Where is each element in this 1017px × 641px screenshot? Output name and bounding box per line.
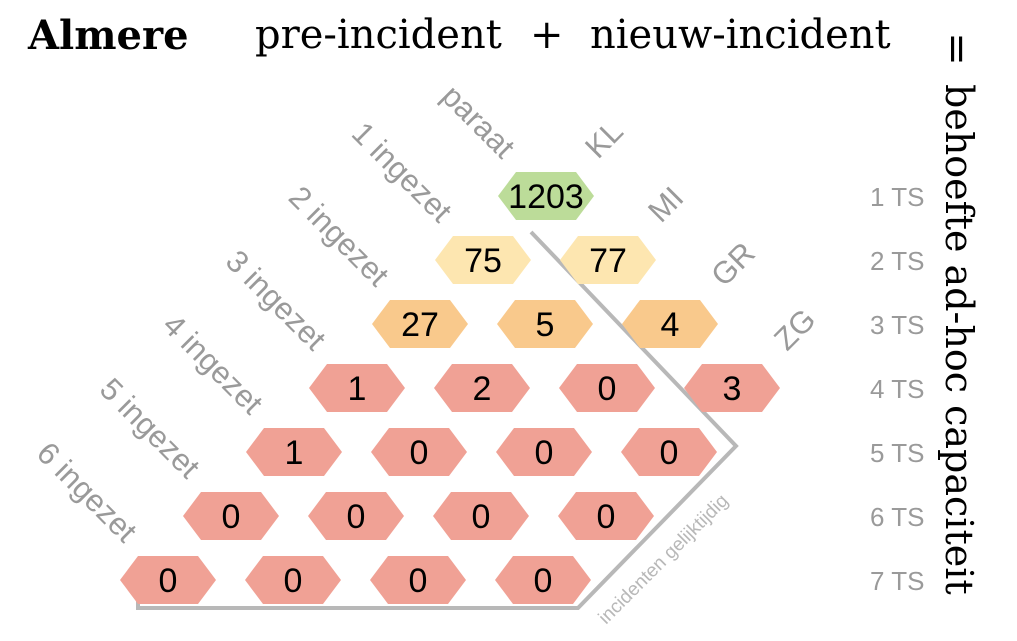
capacity-cell: 0	[559, 364, 655, 412]
capacity-cell: 0	[183, 492, 279, 540]
state-label: 3 ingezet	[219, 243, 333, 357]
cell-hexagon	[434, 364, 530, 412]
cell-hexagon	[372, 300, 468, 348]
cell-value: 0	[660, 434, 679, 472]
cell-value: 0	[347, 498, 366, 536]
state-label: paraat	[435, 78, 522, 165]
capacity-cell: 0	[245, 556, 341, 604]
capacity-cell: 1	[309, 364, 405, 412]
ts-label: 1 TS	[870, 182, 924, 212]
category-label: KL	[578, 113, 630, 165]
ts-label: 5 TS	[870, 438, 924, 468]
capacity-cell: 0	[496, 428, 592, 476]
cell-hexagon	[309, 364, 405, 412]
cell-value: 0	[535, 434, 554, 472]
cell-hexagon	[559, 364, 655, 412]
cell-value: 0	[159, 562, 178, 600]
capacity-cell: 77	[560, 236, 656, 284]
capacity-cell: 0	[308, 492, 404, 540]
cell-value: 1203	[508, 178, 584, 216]
capacity-cell: 75	[435, 236, 531, 284]
cell-hexagon	[308, 492, 404, 540]
city-title: Almere	[28, 12, 189, 59]
capacity-cell: 1203	[498, 172, 594, 220]
cell-hexagon	[497, 300, 593, 348]
cell-hexagon	[560, 236, 656, 284]
capacity-cell: 4	[622, 300, 718, 348]
state-label: 2 ingezet	[282, 179, 396, 293]
cell-value: 0	[597, 498, 616, 536]
capacity-cell: 0	[371, 428, 467, 476]
cell-value: 77	[589, 242, 627, 280]
cell-hexagon	[245, 556, 341, 604]
cell-hexagon	[120, 556, 216, 604]
cell-value: 4	[661, 306, 680, 344]
cell-value: 1	[285, 434, 304, 472]
cell-hexagon	[622, 300, 718, 348]
cell-value: 3	[723, 370, 742, 408]
capacity-cell: 0	[621, 428, 717, 476]
cell-hexagon	[370, 556, 466, 604]
category-label: MI	[641, 180, 690, 229]
plus-sign: +	[530, 12, 564, 58]
cell-hexagon	[371, 428, 467, 476]
cell-value: 0	[598, 370, 617, 408]
ts-label: 6 TS	[870, 502, 924, 532]
ts-label: 7 TS	[870, 566, 924, 596]
cell-value: 0	[534, 562, 553, 600]
ts-label: 2 TS	[870, 246, 924, 276]
cell-value: 27	[401, 306, 439, 344]
cell-value: 1	[348, 370, 367, 408]
cell-hexagon	[498, 172, 594, 220]
capacity-cell: 0	[433, 492, 529, 540]
new-incident-label: nieuw-incident	[590, 12, 891, 58]
capacity-cell: 2	[434, 364, 530, 412]
cell-value: 0	[409, 562, 428, 600]
ts-label: 3 TS	[870, 310, 924, 340]
cell-hexagon	[435, 236, 531, 284]
cell-hexagon	[495, 556, 591, 604]
capacity-cell: 0	[558, 492, 654, 540]
cell-value: 2	[473, 370, 492, 408]
ts-label: 4 TS	[870, 374, 924, 404]
bracket-line	[136, 230, 739, 610]
state-label: 1 ingezet	[345, 115, 459, 229]
state-label: 6 ingezet	[30, 435, 144, 549]
category-label: GR	[704, 235, 762, 293]
cell-value: 75	[464, 242, 502, 280]
state-label: 5 ingezet	[93, 371, 207, 485]
capacity-cell: 0	[370, 556, 466, 604]
cell-value: 0	[284, 562, 303, 600]
cell-value: 0	[222, 498, 241, 536]
cell-hexagon	[183, 492, 279, 540]
cell-hexagon	[433, 492, 529, 540]
capacity-cell: 5	[497, 300, 593, 348]
cell-hexagon	[621, 428, 717, 476]
cell-hexagon	[684, 364, 780, 412]
ts-label-group: 1 TS 2 TS 3 TS 4 TS 5 TS 6 TS 7 TS	[870, 182, 924, 596]
capacity-cell: 27	[372, 300, 468, 348]
capacity-cell: 0	[120, 556, 216, 604]
side-title: behoefte ad-hoc capaciteit	[937, 84, 981, 595]
pre-incident-label: pre-incident	[255, 12, 502, 58]
cell-value: 0	[410, 434, 429, 472]
cell-value: 5	[536, 306, 555, 344]
cell-hexagon	[558, 492, 654, 540]
capacity-cell: 1	[246, 428, 342, 476]
cell-hexagon	[246, 428, 342, 476]
cell-hexagon	[496, 428, 592, 476]
category-label: ZG	[767, 302, 822, 357]
header: Almere pre-incident + nieuw-incident =	[0, 4, 1017, 74]
cell-value: 0	[472, 498, 491, 536]
state-label: 4 ingezet	[156, 307, 270, 421]
capacity-cell: 0	[495, 556, 591, 604]
capacity-cell: 3	[684, 364, 780, 412]
